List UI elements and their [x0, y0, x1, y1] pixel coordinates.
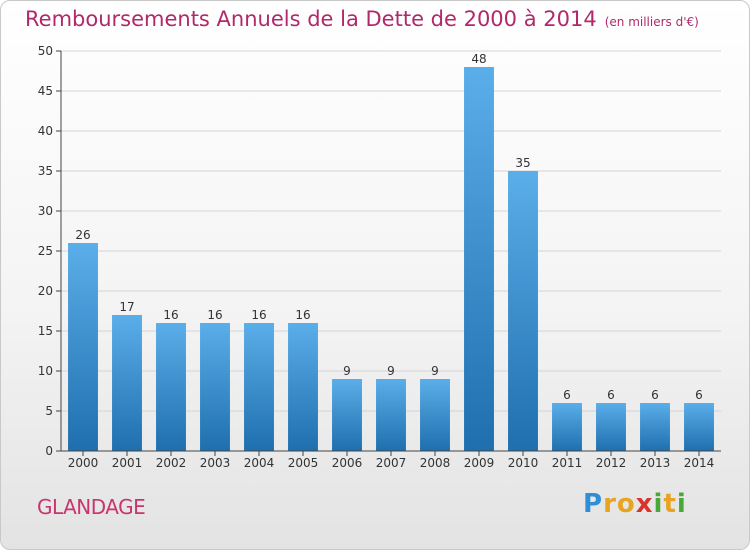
bar-2005: [288, 323, 318, 451]
y-tick-label: 40: [38, 124, 53, 138]
x-tick-label-2011: 2011: [552, 456, 583, 470]
y-tick-label: 35: [38, 164, 53, 178]
value-label-2007: 9: [387, 364, 395, 378]
chart-title-main: Remboursements Annuels de la Dette de 20…: [25, 7, 597, 31]
bar-2012: [596, 403, 626, 451]
bar-2014: [684, 403, 714, 451]
y-tick-label: 25: [38, 244, 53, 258]
logo-letter: t: [663, 489, 677, 519]
value-label-2000: 26: [75, 228, 90, 242]
value-label-2013: 6: [651, 388, 659, 402]
x-tick-label-2010: 2010: [508, 456, 539, 470]
value-label-2002: 16: [163, 308, 178, 322]
x-tick-label-2009: 2009: [464, 456, 495, 470]
x-tick-label-2008: 2008: [420, 456, 451, 470]
y-tick-label: 5: [45, 404, 53, 418]
value-label-2011: 6: [563, 388, 571, 402]
bars: [68, 67, 714, 451]
x-tick-label-2004: 2004: [244, 456, 275, 470]
chart-subtitle: (en milliers d'€): [604, 15, 699, 29]
chart-title: Remboursements Annuels de la Dette de 20…: [25, 7, 699, 31]
bar-2004: [244, 323, 274, 451]
bar-2008: [420, 379, 450, 451]
proxiti-logo: Proxiti: [583, 489, 687, 519]
value-label-2010: 35: [515, 156, 530, 170]
logo-letter: i: [653, 489, 664, 519]
y-tick-label: 20: [38, 284, 53, 298]
y-tick-label: 10: [38, 364, 53, 378]
logo-letter: i: [676, 489, 687, 519]
x-tick-label-2005: 2005: [288, 456, 319, 470]
value-label-2006: 9: [343, 364, 351, 378]
bar-2013: [640, 403, 670, 451]
x-tick-label-2001: 2001: [112, 456, 143, 470]
bar-2003: [200, 323, 230, 451]
bar-2001: [112, 315, 142, 451]
value-label-2012: 6: [607, 388, 615, 402]
axes: [56, 50, 721, 456]
value-label-2001: 17: [119, 300, 134, 314]
labels: 0 5 10 15 20 25 30 35 40 45 50 26 2000 17 2001 16 2002 16…: [38, 44, 715, 470]
bar-2007: [376, 379, 406, 451]
bar-2000: [68, 243, 98, 451]
x-tick-label-2000: 2000: [68, 456, 99, 470]
bar-2010: [508, 171, 538, 451]
y-tick-label: 30: [38, 204, 53, 218]
value-label-2009: 48: [471, 52, 486, 66]
logo-letter: o: [616, 489, 636, 519]
x-tick-label-2007: 2007: [376, 456, 407, 470]
logo-letter: x: [635, 489, 654, 519]
x-tick-label-2012: 2012: [596, 456, 627, 470]
y-tick-label: 45: [38, 84, 53, 98]
value-label-2004: 16: [251, 308, 266, 322]
bar-2011: [552, 403, 582, 451]
commune-name: GLANDAGE: [37, 495, 146, 519]
x-tick-label-2013: 2013: [640, 456, 671, 470]
value-label-2008: 9: [431, 364, 439, 378]
y-tick-label: 0: [45, 444, 53, 458]
logo-letter: P: [583, 489, 604, 519]
x-tick-label-2006: 2006: [332, 456, 363, 470]
logo-letter: r: [603, 489, 617, 519]
x-tick-label-2014: 2014: [684, 456, 715, 470]
x-tick-label-2003: 2003: [200, 456, 231, 470]
value-label-2003: 16: [207, 308, 222, 322]
y-tick-label: 50: [38, 44, 53, 58]
bar-2002: [156, 323, 186, 451]
bar-2006: [332, 379, 362, 451]
bar-2009: [464, 67, 494, 451]
value-label-2014: 6: [695, 388, 703, 402]
value-label-2005: 16: [295, 308, 310, 322]
x-tick-label-2002: 2002: [156, 456, 187, 470]
y-tick-label: 15: [38, 324, 53, 338]
